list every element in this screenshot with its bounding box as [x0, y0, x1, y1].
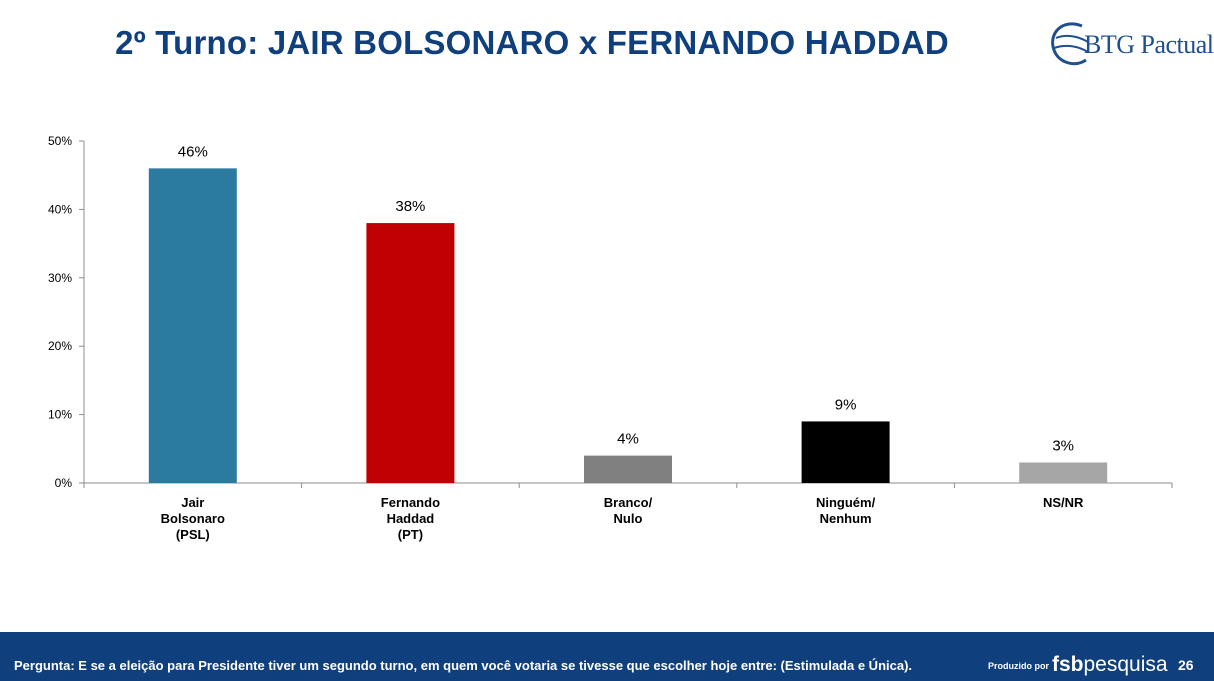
bar — [801, 421, 890, 483]
y-tick-label: 20% — [48, 339, 72, 353]
data-label: 3% — [1052, 437, 1074, 454]
logo-wordmark: BTG Pactual — [1084, 30, 1214, 59]
data-labels: 46% 38% 4% 9% 3% — [178, 143, 1074, 454]
y-tick-label: 50% — [48, 134, 72, 148]
category-label-line: Nenhum — [820, 511, 872, 526]
bar — [1019, 462, 1108, 483]
bar — [148, 168, 237, 484]
bars — [148, 168, 1108, 484]
data-label: 38% — [395, 198, 425, 215]
category-labels: Jair Bolsonaro (PSL) Fernando Haddad (PT) Bran… — [161, 495, 1084, 542]
category-label-line: Ninguém/ — [816, 495, 876, 510]
y-tick-label: 10% — [48, 408, 72, 422]
fsb-brand-bold: fsb — [1052, 653, 1084, 676]
data-label: 46% — [178, 143, 208, 160]
page-number: 26 — [1178, 657, 1194, 673]
category-label-line: Branco/ — [604, 495, 653, 510]
category-label-line: Fernando — [381, 495, 440, 510]
category-label: NS/NR — [1043, 495, 1084, 510]
btg-pactual-logo: BTG Pactual — [1048, 18, 1214, 70]
bar — [366, 223, 455, 483]
category-label: Fernando Haddad (PT) — [381, 495, 440, 542]
x-axis — [83, 482, 1173, 488]
category-label: Jair Bolsonaro (PSL) — [161, 495, 225, 542]
fsb-pesquisa-logo: fsbpesquisa — [1052, 653, 1168, 677]
y-tick-label: 40% — [48, 202, 72, 216]
footer-bar: Pergunta: E se a eleição para Presidente… — [0, 632, 1214, 681]
category-label-line: Jair — [181, 495, 204, 510]
y-tick-label: 0% — [55, 476, 73, 490]
y-tick-label: 30% — [48, 271, 72, 285]
data-label: 4% — [617, 431, 639, 448]
page-title: 2º Turno: JAIR BOLSONARO x FERNANDO HADD… — [115, 24, 949, 61]
category-label-line: Nulo — [614, 511, 643, 526]
bar — [584, 455, 672, 483]
category-label-line: Bolsonaro — [161, 511, 225, 526]
category-label: Branco/Nulo — [604, 495, 653, 526]
category-label-line: (PT) — [398, 527, 423, 542]
survey-question: Pergunta: E se a eleição para Presidente… — [14, 658, 913, 673]
category-label: Ninguém/Nenhum — [816, 495, 876, 526]
category-label-line: (PSL) — [176, 527, 210, 542]
y-axis: 0% 10% 20% 30% 40% 50% — [48, 134, 85, 490]
category-label-line: NS/NR — [1043, 495, 1084, 510]
btg-globe-icon — [1051, 22, 1089, 66]
fsb-brand-rest: pesquisa — [1083, 653, 1168, 676]
bar-chart: 0% 10% 20% 30% 40% 50% 46% 38% 4% 9% 3% Jair Bolso… — [48, 134, 1173, 542]
produced-by-label: Produzido por — [988, 661, 1049, 671]
category-label-line: Haddad — [387, 511, 435, 526]
data-label: 9% — [835, 396, 857, 413]
